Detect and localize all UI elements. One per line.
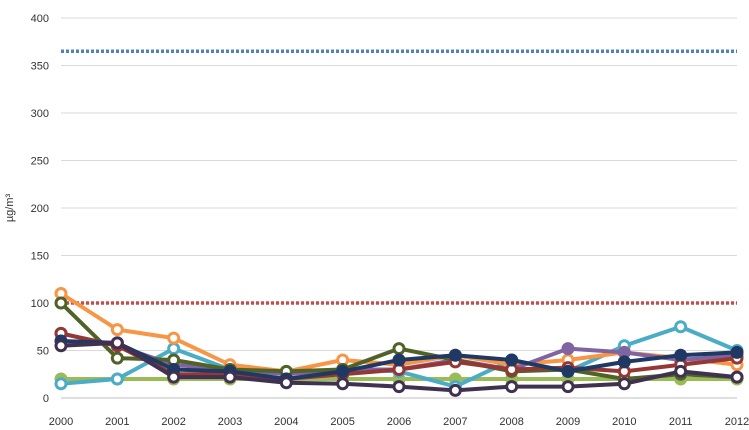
- data-point: [561, 342, 575, 356]
- data-point: [448, 383, 462, 397]
- y-tick-label: 400: [31, 13, 49, 25]
- x-tick-label: 2001: [105, 416, 129, 428]
- data-point: [617, 377, 631, 391]
- reference-lines: [61, 49, 737, 305]
- y-tick-label: 200: [31, 203, 49, 215]
- data-point: [110, 351, 124, 365]
- x-tick-label: 2002: [161, 416, 185, 428]
- data-point: [167, 342, 181, 356]
- data-point: [674, 348, 688, 362]
- y-tick-label: 150: [31, 251, 49, 263]
- x-tick-label: 2009: [556, 416, 580, 428]
- y-tick-label: 0: [43, 393, 49, 405]
- data-point: [279, 376, 293, 390]
- x-tick-label: 2006: [387, 416, 411, 428]
- data-point: [54, 377, 68, 391]
- y-tick-label: 250: [31, 156, 49, 168]
- y-tick-label: 50: [37, 346, 49, 358]
- data-point: [561, 364, 575, 378]
- x-tick-label: 2011: [669, 416, 693, 428]
- series-7: [54, 334, 744, 386]
- x-tick-label: 2000: [49, 416, 73, 428]
- y-tick-label: 300: [31, 108, 49, 120]
- x-tick-label: 2004: [274, 416, 298, 428]
- x-tick-label: 2008: [499, 416, 523, 428]
- data-point: [54, 296, 68, 310]
- data-point: [674, 364, 688, 378]
- data-point: [561, 380, 575, 394]
- data-point: [336, 364, 350, 378]
- data-point: [505, 353, 519, 367]
- y-axis-title: µg/m³: [4, 193, 16, 222]
- series-group: [54, 287, 744, 397]
- data-point: [110, 336, 124, 350]
- x-tick-label: 2007: [443, 416, 467, 428]
- x-tick-label: 2003: [218, 416, 242, 428]
- data-point: [674, 320, 688, 334]
- data-point: [110, 372, 124, 386]
- data-point: [392, 380, 406, 394]
- data-point: [392, 353, 406, 367]
- y-tick-label: 350: [31, 61, 49, 73]
- data-point: [167, 370, 181, 384]
- data-point: [54, 339, 68, 353]
- data-point: [730, 345, 744, 359]
- data-point: [448, 348, 462, 362]
- data-point: [392, 342, 406, 356]
- series-8: [54, 336, 744, 397]
- y-tick-label: 100: [31, 298, 49, 310]
- data-point: [730, 370, 744, 384]
- x-tick-label: 2005: [330, 416, 354, 428]
- x-tick-label: 2012: [725, 416, 749, 428]
- data-point: [505, 380, 519, 394]
- data-point: [167, 331, 181, 345]
- axes: 0 50 100 150 200 250 300 350 400 2000 2001 2002 2003…: [31, 13, 749, 428]
- data-point: [223, 370, 237, 384]
- data-point: [617, 355, 631, 369]
- data-point: [110, 323, 124, 337]
- data-point: [336, 377, 350, 391]
- x-tick-label: 2010: [612, 416, 636, 428]
